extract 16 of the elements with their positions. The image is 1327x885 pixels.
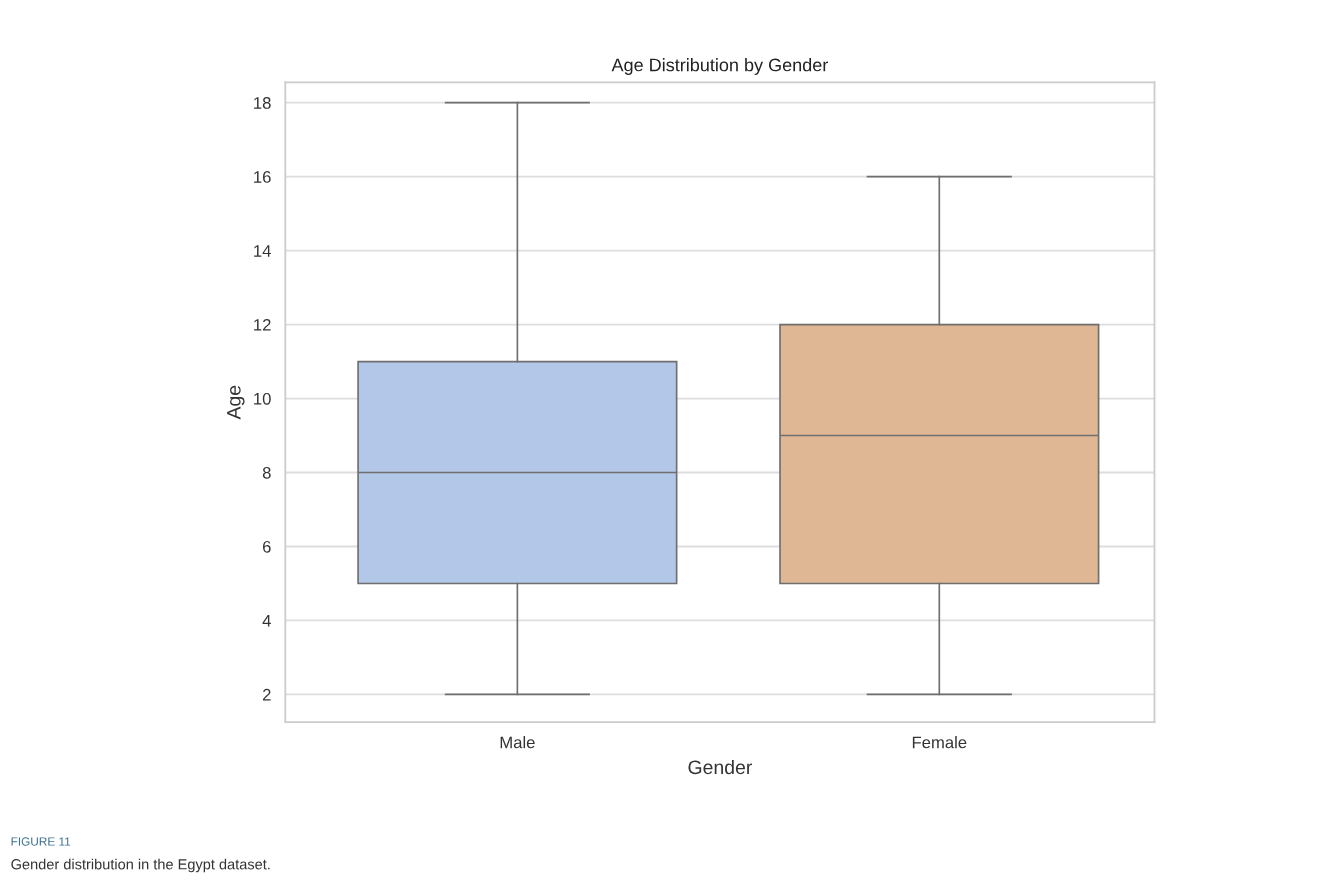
y-tick-label: 2 (262, 688, 271, 701)
y-tick-label: 16 (254, 171, 271, 183)
y-tick-label: 10 (254, 392, 271, 405)
x-tick-label: Male (500, 736, 535, 749)
x-tick-label: Female (912, 736, 967, 749)
y-tick-label: 14 (254, 245, 271, 257)
y-tick-label: 6 (262, 540, 271, 553)
caption: FIGURE 11 (11, 837, 71, 846)
text: Gender distribution in the Egypt dataset. (11, 858, 270, 873)
chart-title: Age Distribution by Gender (611, 58, 828, 75)
y-axis-title: Age (227, 385, 245, 420)
y-tick-label: 8 (262, 466, 271, 479)
y-tick-label: 4 (262, 615, 271, 627)
y-tick-label: 18 (254, 97, 271, 109)
x-axis-title: Gender (688, 759, 753, 775)
y-tick-label: 12 (254, 318, 271, 331)
